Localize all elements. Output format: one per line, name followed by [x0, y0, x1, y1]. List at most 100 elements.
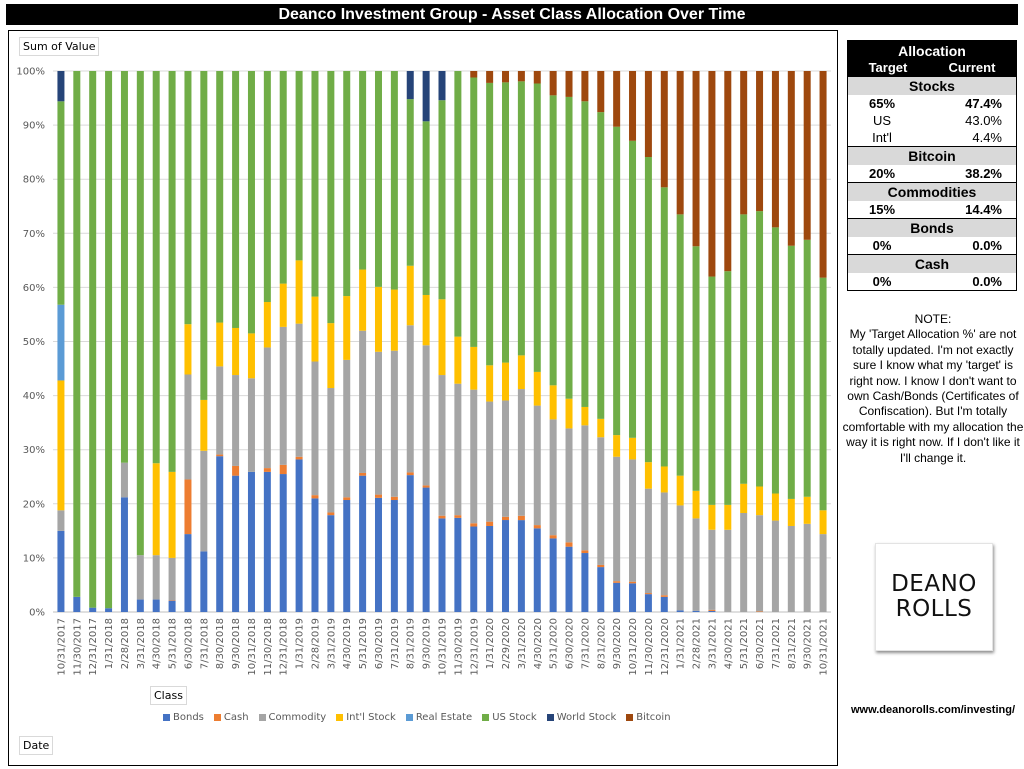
bar-bitcoin-42[interactable]	[724, 71, 732, 272]
bar-bitcoin-47[interactable]	[803, 71, 811, 240]
bar-bonds-29[interactable]	[517, 520, 525, 612]
bar-cash-20[interactable]	[374, 494, 382, 498]
bar-bitcoin-36[interactable]	[629, 71, 637, 141]
bar-int-l-stock-8[interactable]	[184, 324, 192, 375]
bar-bitcoin-34[interactable]	[597, 71, 605, 113]
bar-int-l-stock-33[interactable]	[581, 406, 589, 426]
bar-cash-29[interactable]	[517, 515, 525, 521]
bar-cash-33[interactable]	[581, 550, 589, 554]
bar-cash-31[interactable]	[549, 535, 557, 539]
bar-bitcoin-28[interactable]	[502, 71, 510, 83]
bar-us-stock-30[interactable]	[533, 83, 541, 372]
bar-int-l-stock-15[interactable]	[295, 260, 303, 324]
bar-commodity-29[interactable]	[517, 389, 525, 516]
bar-us-stock-37[interactable]	[644, 157, 652, 463]
bar-int-l-stock-17[interactable]	[327, 323, 335, 389]
axis-field-button[interactable]: Date	[19, 736, 54, 755]
bar-bonds-16[interactable]	[311, 498, 319, 612]
bar-bitcoin-39[interactable]	[676, 71, 684, 215]
bar-commodity-10[interactable]	[216, 366, 224, 455]
bar-us-stock-16[interactable]	[311, 71, 319, 297]
bar-us-stock-7[interactable]	[168, 71, 176, 472]
bar-int-l-stock-16[interactable]	[311, 296, 319, 362]
legend-item[interactable]: Int'l Stock	[336, 712, 396, 723]
bar-us-stock-21[interactable]	[390, 71, 398, 290]
bar-int-l-stock-13[interactable]	[263, 302, 271, 348]
bar-bitcoin-35[interactable]	[613, 71, 621, 127]
bar-cash-13[interactable]	[263, 468, 271, 472]
bar-commodity-37[interactable]	[644, 488, 652, 594]
bar-us-stock-17[interactable]	[327, 71, 335, 324]
bar-commodity-43[interactable]	[740, 512, 748, 612]
bar-int-l-stock-11[interactable]	[232, 327, 240, 376]
bar-bitcoin-46[interactable]	[787, 71, 795, 246]
bar-int-l-stock-41[interactable]	[708, 504, 716, 530]
bar-commodity-11[interactable]	[232, 375, 240, 466]
bar-cash-24[interactable]	[438, 515, 446, 519]
bar-bonds-8[interactable]	[184, 534, 192, 612]
bar-us-stock-31[interactable]	[549, 95, 557, 386]
bar-cash-37[interactable]	[644, 593, 652, 595]
bar-int-l-stock-9[interactable]	[200, 399, 208, 451]
legend-item[interactable]: Bitcoin	[626, 712, 671, 723]
bar-commodity-27[interactable]	[486, 401, 494, 522]
bar-us-stock-42[interactable]	[724, 271, 732, 505]
bar-int-l-stock-28[interactable]	[502, 362, 510, 401]
bar-bonds-23[interactable]	[422, 487, 430, 612]
bar-cash-36[interactable]	[629, 581, 637, 584]
bar-bonds-37[interactable]	[644, 594, 652, 612]
bar-commodity-6[interactable]	[152, 555, 160, 600]
bar-bonds-15[interactable]	[295, 459, 303, 612]
legend-item[interactable]: Real Estate	[405, 712, 472, 723]
bar-bonds-10[interactable]	[216, 456, 224, 612]
bar-bonds-0[interactable]	[57, 530, 65, 612]
bar-int-l-stock-10[interactable]	[216, 322, 224, 367]
bar-us-stock-1[interactable]	[73, 71, 81, 597]
bar-us-stock-48[interactable]	[819, 277, 827, 511]
bar-int-l-stock-26[interactable]	[470, 346, 478, 390]
bar-commodity-40[interactable]	[692, 518, 700, 611]
bar-bonds-24[interactable]	[438, 518, 446, 612]
bar-bonds-26[interactable]	[470, 526, 478, 612]
bar-int-l-stock-6[interactable]	[152, 463, 160, 556]
bar-commodity-8[interactable]	[184, 374, 192, 480]
bar-bonds-18[interactable]	[343, 500, 351, 612]
bar-cash-8[interactable]	[184, 479, 192, 535]
bar-commodity-9[interactable]	[200, 450, 208, 552]
bar-commodity-39[interactable]	[676, 505, 684, 611]
legend-item[interactable]: Commodity	[258, 712, 326, 723]
bar-us-stock-4[interactable]	[120, 71, 128, 463]
bar-us-stock-2[interactable]	[89, 71, 97, 608]
bar-int-l-stock-12[interactable]	[247, 333, 255, 379]
legend-item[interactable]: Cash	[213, 712, 249, 723]
bar-commodity-45[interactable]	[771, 520, 779, 612]
bar-int-l-stock-23[interactable]	[422, 294, 430, 346]
bar-commodity-7[interactable]	[168, 557, 176, 601]
bar-us-stock-24[interactable]	[438, 100, 446, 300]
bar-int-l-stock-48[interactable]	[819, 510, 827, 535]
bar-bonds-36[interactable]	[629, 583, 637, 612]
bar-bonds-1[interactable]	[73, 596, 81, 612]
bar-commodity-22[interactable]	[406, 325, 414, 473]
bar-int-l-stock-24[interactable]	[438, 299, 446, 376]
bar-world-stock-22[interactable]	[406, 71, 414, 100]
bar-int-l-stock-30[interactable]	[533, 371, 541, 406]
bar-us-stock-43[interactable]	[740, 214, 748, 484]
bar-int-l-stock-25[interactable]	[454, 336, 462, 384]
legend-item[interactable]: Bonds	[163, 712, 204, 723]
bar-us-stock-15[interactable]	[295, 71, 303, 261]
bar-cash-32[interactable]	[565, 542, 573, 547]
bar-commodity-15[interactable]	[295, 323, 303, 457]
bar-cash-23[interactable]	[422, 485, 430, 488]
bar-us-stock-5[interactable]	[136, 71, 144, 556]
bar-us-stock-33[interactable]	[581, 101, 589, 407]
bar-bonds-9[interactable]	[200, 551, 208, 612]
bar-bonds-27[interactable]	[486, 525, 494, 612]
bar-cash-17[interactable]	[327, 512, 335, 516]
bar-cash-30[interactable]	[533, 525, 541, 529]
bar-cash-10[interactable]	[216, 454, 224, 457]
bar-bonds-5[interactable]	[136, 599, 144, 612]
bar-bonds-14[interactable]	[279, 474, 287, 612]
bar-cash-41[interactable]	[708, 609, 716, 611]
bar-bonds-13[interactable]	[263, 471, 271, 612]
